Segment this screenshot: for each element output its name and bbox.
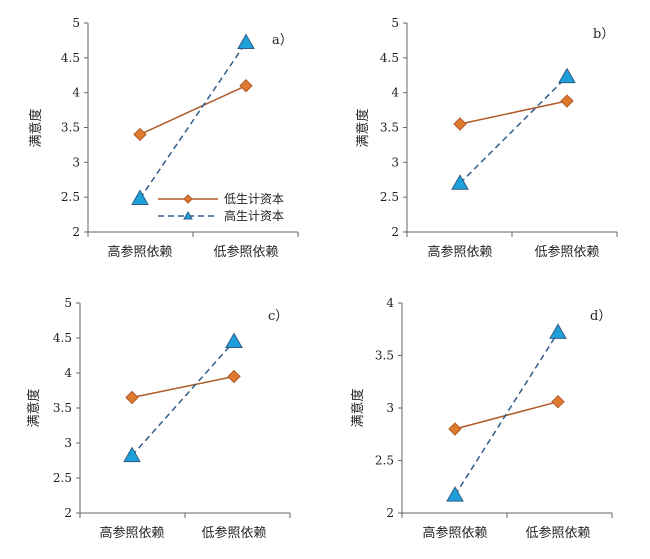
- high-capital-point: [446, 486, 464, 502]
- high-capital-point: [558, 67, 576, 84]
- y-tick-label: 3.5: [380, 121, 399, 135]
- x-tick-label: 低参照依赖: [525, 525, 590, 541]
- high-capital-point: [131, 189, 149, 206]
- high-capital-line: [459, 76, 568, 184]
- y-tick-label: 3.5: [61, 121, 80, 135]
- y-tick-label: 2: [64, 506, 72, 520]
- legend-high-marker: [183, 210, 193, 220]
- y-axis-label: 满意度: [350, 388, 366, 427]
- chart-panel-3: 2 2.5 3 3.5 4 4.5 5 高参照依赖 低参照依赖 满意度 c）: [26, 296, 291, 541]
- panel-label: d）: [590, 309, 611, 324]
- high-capital-point: [225, 332, 243, 348]
- low-capital-point: [239, 78, 253, 93]
- low-capital-point: [448, 422, 462, 436]
- x-tick-label: 低参照依赖: [201, 525, 266, 541]
- high-capital-point: [549, 323, 567, 339]
- x-tick-label: 高参照依赖: [107, 244, 172, 260]
- y-tick-label: 4: [386, 296, 394, 310]
- high-capital-point: [123, 446, 141, 463]
- y-tick-label: 3.5: [53, 401, 72, 415]
- y-tick-label: 4: [391, 86, 399, 100]
- y-tick-label: 3: [391, 155, 399, 169]
- x-tick-label: 低参照依赖: [534, 244, 599, 260]
- y-tick-label: 3: [64, 436, 72, 450]
- low-capital-line: [131, 375, 235, 399]
- y-axis-label: 满意度: [28, 108, 44, 147]
- y-tick-label: 2: [386, 506, 394, 520]
- y-tick-label: 3: [386, 401, 394, 415]
- panel-label: b）: [593, 27, 614, 42]
- y-axis-label: 满意度: [355, 108, 371, 147]
- low-capital-line: [454, 400, 559, 430]
- chart-panel-2: 2 2.5 3 3.5 4 4.5 5 高参照依赖 低参照依赖 满意度 b）: [355, 16, 618, 260]
- y-tick-label: 5: [72, 16, 80, 30]
- y-tick-label: 4.5: [61, 51, 80, 65]
- y-tick-label: 3.5: [375, 349, 394, 363]
- low-capital-line: [139, 85, 247, 136]
- x-tick-label: 低参照依赖: [213, 244, 278, 260]
- chart-panel-4: 2 2.5 3 3.5 4 高参照依赖 低参照依赖 满意度 d）: [350, 296, 613, 541]
- high-capital-point: [451, 174, 469, 190]
- y-tick-label: 5: [64, 296, 72, 310]
- low-capital-point: [453, 117, 467, 131]
- legend-low-marker: [183, 194, 193, 204]
- low-capital-point: [227, 369, 241, 384]
- x-tick-label: 高参照依赖: [422, 525, 487, 541]
- y-tick-label: 2.5: [61, 190, 80, 204]
- y-tick-label: 2.5: [380, 190, 399, 204]
- y-tick-label: 2: [391, 225, 399, 239]
- y-tick-label: 4: [64, 366, 72, 380]
- low-capital-line: [459, 100, 568, 125]
- y-axis-label: 满意度: [26, 388, 42, 427]
- y-tick-label: 3: [72, 155, 80, 169]
- y-tick-label: 2.5: [375, 454, 394, 468]
- legend-high-label: 高生计资本: [224, 208, 284, 223]
- y-tick-label: 5: [391, 16, 399, 30]
- low-capital-point: [133, 127, 147, 142]
- panel-label: a）: [272, 33, 293, 48]
- y-tick-label: 4.5: [380, 51, 399, 65]
- y-tick-label: 2.5: [53, 471, 72, 485]
- x-tick-label: 高参照依赖: [99, 525, 164, 541]
- low-capital-point: [125, 390, 139, 405]
- high-capital-line: [131, 341, 235, 457]
- high-capital-point: [237, 33, 255, 50]
- y-tick-label: 4: [72, 86, 80, 100]
- legend-low-label: 低生计资本: [224, 192, 284, 206]
- low-capital-point: [551, 394, 565, 409]
- x-tick-label: 高参照依赖: [427, 244, 492, 260]
- high-capital-line: [454, 331, 559, 496]
- y-tick-label: 4.5: [53, 331, 72, 345]
- high-capital-line: [139, 42, 247, 199]
- y-tick-label: 2: [72, 225, 80, 239]
- panel-label: c）: [268, 309, 288, 324]
- low-capital-point: [560, 94, 574, 108]
